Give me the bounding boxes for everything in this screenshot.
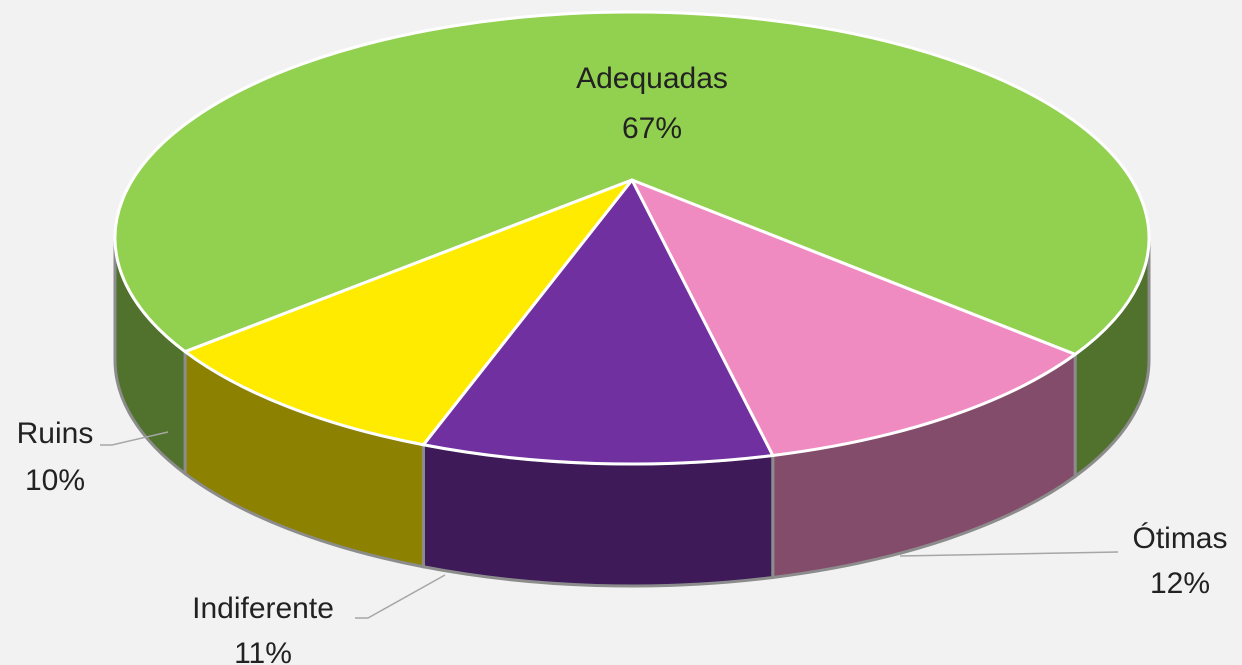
category-label: Ótimas bbox=[1132, 522, 1227, 555]
category-label: Adequadas bbox=[576, 62, 728, 95]
leader-line bbox=[100, 431, 169, 446]
category-label: Indiferente bbox=[192, 592, 334, 625]
leader-line bbox=[355, 574, 446, 619]
pie-sides bbox=[113, 237, 1151, 588]
value-label: 10% bbox=[25, 464, 85, 497]
data-labels: Adequadas 67% Ótimas 12% Indiferente 11% Ruins… bbox=[17, 62, 1228, 665]
pie-slice bbox=[183, 178, 634, 447]
pie-tops bbox=[113, 10, 1151, 466]
pie-slice bbox=[630, 178, 1077, 457]
leader-line bbox=[899, 551, 1119, 557]
pie-slice bbox=[421, 178, 775, 466]
slice-side bbox=[421, 442, 775, 588]
category-label: Ruins bbox=[17, 417, 94, 450]
value-label: 12% bbox=[1150, 567, 1210, 600]
value-label: 67% bbox=[622, 112, 682, 145]
value-label: 11% bbox=[234, 637, 292, 665]
pie-slice bbox=[113, 10, 1151, 356]
